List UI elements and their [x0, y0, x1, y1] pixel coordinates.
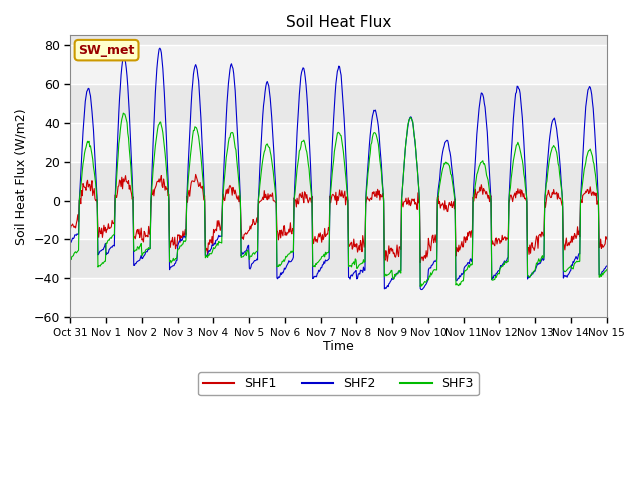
SHF1	[404, 195, 412, 201]
SHF1	[603, 236, 611, 242]
Line: SHF1: SHF1	[70, 174, 607, 263]
SHF3	[132, 247, 140, 253]
SHF1	[420, 253, 428, 259]
Bar	[70, 123, 607, 162]
SHF3	[420, 278, 428, 284]
SHF3	[67, 256, 74, 262]
Bar	[70, 278, 607, 317]
Bar	[70, 45, 607, 84]
Bar	[70, 201, 607, 240]
SHF1	[215, 218, 223, 224]
SHF3	[120, 110, 127, 116]
SHF1	[186, 193, 193, 199]
X-axis label: Time: Time	[323, 340, 354, 353]
Title: Soil Heat Flux: Soil Heat Flux	[286, 15, 391, 30]
Text: SW_met: SW_met	[78, 44, 135, 57]
Y-axis label: Soil Heat Flux (W/m2): Soil Heat Flux (W/m2)	[15, 108, 28, 245]
SHF2	[420, 283, 428, 289]
SHF2	[215, 232, 223, 238]
SHF1	[416, 260, 424, 265]
SHF3	[404, 120, 412, 126]
SHF3	[76, 190, 84, 196]
SHF1	[131, 236, 139, 241]
Line: SHF2: SHF2	[70, 48, 607, 289]
SHF3	[416, 284, 424, 289]
Legend: SHF1, SHF2, SHF3: SHF1, SHF2, SHF3	[198, 372, 479, 396]
SHF2	[603, 263, 611, 269]
SHF1	[192, 171, 200, 177]
SHF1	[76, 195, 84, 201]
SHF2	[404, 121, 412, 127]
SHF2	[187, 116, 195, 121]
SHF2	[418, 287, 426, 292]
SHF1	[67, 226, 74, 232]
SHF3	[187, 153, 195, 159]
SHF2	[76, 185, 84, 191]
SHF2	[67, 240, 74, 246]
Line: SHF3: SHF3	[70, 113, 607, 287]
SHF3	[603, 267, 611, 273]
SHF2	[156, 45, 164, 51]
SHF2	[131, 261, 139, 266]
SHF3	[215, 239, 223, 244]
